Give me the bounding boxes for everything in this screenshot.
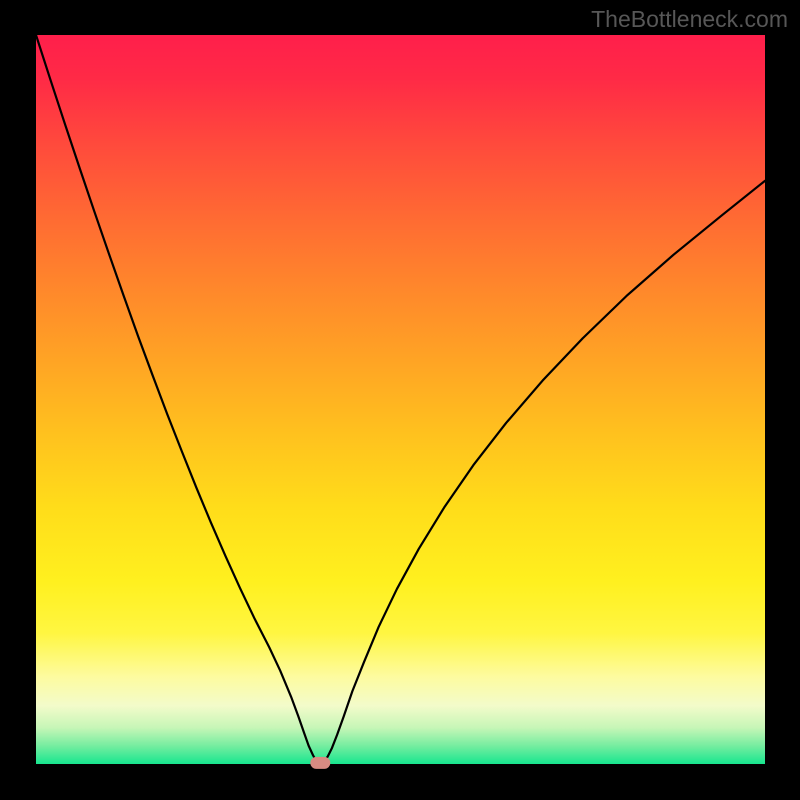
- plot-area-gradient: [36, 35, 765, 764]
- watermark-text: TheBottleneck.com: [591, 6, 788, 33]
- chart-container: TheBottleneck.com: [0, 0, 800, 800]
- bottleneck-chart: [0, 0, 800, 800]
- optimal-point-marker: [310, 757, 330, 769]
